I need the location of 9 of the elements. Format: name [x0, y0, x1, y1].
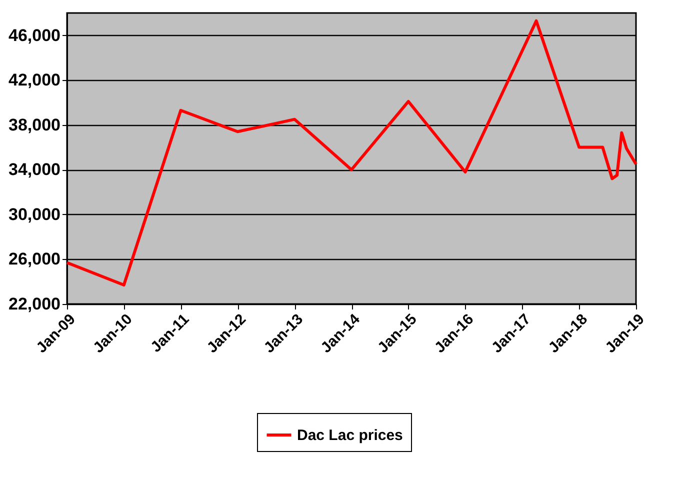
line-series	[66, 19, 638, 286]
y-tick-label: 42,000	[8, 70, 60, 90]
y-tick-label: 26,000	[8, 250, 60, 269]
legend-label: Dac Lac prices	[297, 427, 403, 444]
y-tick-label: 46,000	[8, 26, 60, 45]
y-tick-label: 34,000	[8, 160, 60, 180]
y-tick-label: 38,000	[8, 115, 60, 134]
y-tick-label: 30,000	[8, 204, 60, 224]
y-tick-label: 22,000	[8, 294, 60, 314]
